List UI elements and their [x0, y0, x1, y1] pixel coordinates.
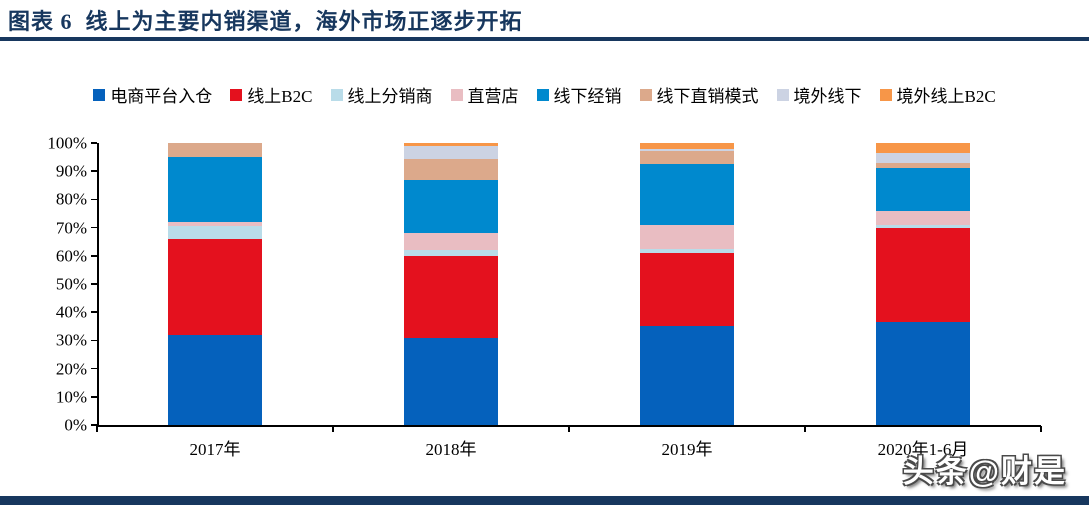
- y-axis-label: 20%: [55, 359, 87, 379]
- y-axis-tick: [91, 283, 97, 285]
- bar-segment-2020年1-6月-直营店: [876, 210, 970, 225]
- bar-segment-2019年-线上B2C: [640, 253, 734, 327]
- bar-segment-2020年1-6月-线上B2C: [876, 227, 970, 323]
- bar-segment-2019年-线下经销: [640, 164, 734, 225]
- legend-item-5: 线下直销模式: [639, 82, 759, 107]
- legend-swatch-icon: [230, 88, 243, 101]
- legend-item-2: 线上分销商: [330, 82, 433, 107]
- legend-label: 电商平台入仓: [110, 87, 213, 106]
- y-axis-label: 50%: [55, 274, 87, 294]
- legend-swatch-icon: [776, 88, 789, 101]
- watermark: 头条@财是: [902, 454, 1067, 489]
- y-axis-tick: [91, 311, 97, 313]
- x-axis-tick: [96, 426, 98, 432]
- legend-swatch-icon: [879, 88, 892, 101]
- bar-segment-2019年-直营店: [640, 224, 734, 249]
- chart-plot-area: 0% 10% 20% 30% 40% 50% 60% 70% 80% 90% 100% 2017年 20…: [47, 135, 1042, 459]
- bar-segment-2018年-电商平台入仓: [404, 337, 498, 425]
- y-axis-tick: [91, 226, 97, 229]
- legend-label: 线下直销模式: [656, 87, 759, 106]
- y-axis-tick: [91, 424, 97, 426]
- y-axis-label: 30%: [55, 330, 87, 350]
- x-axis-label: 2019年: [661, 440, 713, 459]
- bar-segment-2020年1-6月-境外线下: [876, 152, 970, 163]
- bar-segment-2017年-电商平台入仓: [168, 334, 262, 425]
- legend-label: 线上分销商: [347, 87, 433, 106]
- bar-segment-2020年1-6月-线下直销模式: [876, 162, 970, 169]
- y-axis-label: 70%: [55, 218, 87, 238]
- legend-item-4: 线下经销: [536, 82, 622, 107]
- x-axis-tick: [568, 426, 570, 432]
- y-axis-tick: [91, 367, 97, 370]
- legend-swatch-icon: [93, 88, 106, 101]
- x-axis-label: 2018年: [425, 440, 477, 459]
- bar-segment-2018年-线上分销商: [404, 250, 498, 256]
- legend-item-6: 境外线下: [776, 82, 862, 107]
- bar-segment-2019年-电商平台入仓: [640, 326, 734, 425]
- x-axis-tick: [332, 426, 334, 432]
- bar-segment-2019年-线上分销商: [640, 248, 734, 253]
- y-axis-label: 80%: [55, 189, 87, 209]
- bar-segment-2020年1-6月-电商平台入仓: [876, 322, 970, 425]
- y-axis-tick: [91, 142, 97, 144]
- y-axis-tick: [91, 396, 97, 398]
- bar-segment-2017年-线下直销模式: [168, 143, 262, 158]
- bar-segment-2019年-境外线下: [640, 148, 734, 152]
- x-axis-tick: [804, 426, 806, 432]
- legend-item-1: 线上B2C: [230, 82, 313, 107]
- y-axis-label: 0%: [64, 415, 87, 435]
- x-axis-line: [97, 425, 1041, 427]
- x-axis-tick: [1040, 426, 1042, 432]
- x-axis-label: 2017年: [189, 440, 241, 459]
- y-axis-label: 100%: [47, 133, 87, 153]
- y-axis-tick: [91, 339, 97, 342]
- legend-swatch-icon: [330, 88, 343, 101]
- y-axis-line: [97, 143, 99, 425]
- legend-swatch-icon: [450, 88, 463, 101]
- figure-title: 图表 6 线上为主要内销渠道，海外市场正逐步开拓: [8, 9, 523, 34]
- legend-label: 线下经销: [553, 87, 622, 106]
- y-axis-tick: [91, 170, 97, 172]
- y-axis-tick: [91, 198, 97, 201]
- bar-segment-2018年-线下经销: [404, 179, 498, 234]
- bar-segment-2018年-线上B2C: [404, 255, 498, 338]
- y-axis-label: 40%: [55, 302, 87, 322]
- bar-segment-2019年-线下直销模式: [640, 151, 734, 165]
- legend-label: 境外线下: [793, 87, 862, 106]
- legend-item-0: 电商平台入仓: [93, 82, 212, 107]
- bar-segment-2018年-境外线下: [404, 145, 498, 159]
- legend-swatch-icon: [639, 88, 652, 101]
- y-axis-label: 90%: [55, 161, 87, 181]
- legend-item-3: 直营店: [450, 82, 519, 107]
- bar-segment-2017年-直营店: [168, 221, 262, 227]
- bar-segment-2020年1-6月-境外线上B2C: [876, 143, 970, 153]
- bar-segment-2017年-线上B2C: [168, 238, 262, 335]
- legend-label: 线上B2C: [247, 87, 313, 106]
- bar-segment-2018年-线下直销模式: [404, 158, 498, 180]
- bar-segment-2017年-线下经销: [168, 157, 262, 222]
- y-axis-tick: [91, 255, 97, 257]
- y-axis-label: 10%: [55, 387, 87, 407]
- bar-segment-2019年-境外线上B2C: [640, 143, 734, 149]
- bar-segment-2020年1-6月-线下经销: [876, 168, 970, 211]
- x-axis-label: 2020年1-6月: [877, 440, 969, 459]
- bar-segment-2018年-直营店: [404, 233, 498, 251]
- bar-segment-2017年-线上分销商: [168, 226, 262, 239]
- chart-legend: 电商平台入仓 线上B2C 线上分销商 直营店 线下经销 线下直销模式 境外线下 境外线上B2C: [0, 82, 1089, 107]
- bar-segment-2020年1-6月-线上分销商: [876, 224, 970, 228]
- legend-item-7: 境外线上B2C: [879, 82, 996, 107]
- y-axis-label: 60%: [55, 246, 87, 266]
- legend-label: 直营店: [467, 87, 519, 106]
- bottom-accent-bar: [0, 496, 1089, 505]
- title-divider: [0, 37, 1089, 41]
- bar-segment-2018年-境外线上B2C: [404, 143, 498, 146]
- legend-swatch-icon: [536, 88, 549, 101]
- legend-label: 境外线上B2C: [896, 87, 996, 106]
